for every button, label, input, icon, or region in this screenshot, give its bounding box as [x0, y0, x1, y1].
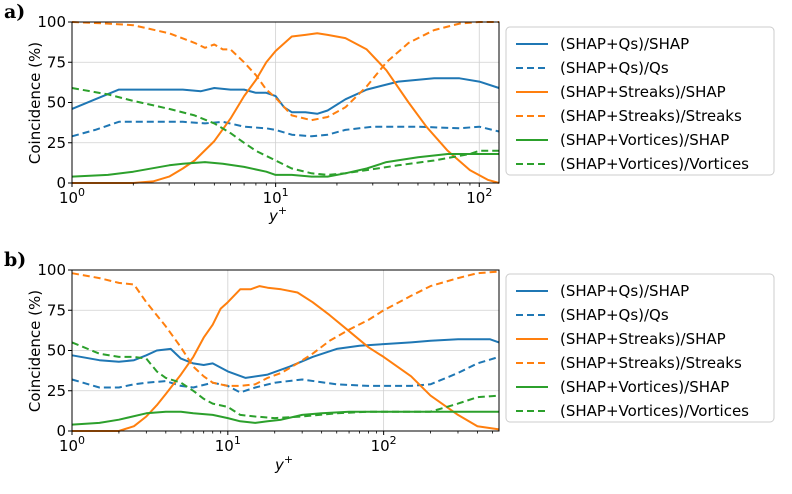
xtick-exp: 0: [78, 434, 85, 447]
panel-a-yticks: 0 25 50 75 100: [37, 13, 72, 192]
series-line-shap-streaks-shap: [72, 285, 500, 432]
legend-label: (SHAP+Streaks)/SHAP: [560, 330, 726, 348]
series-line-shap-streaks-streaks: [71, 270, 500, 387]
panel-b-yticks: 0 25 50 75 100: [37, 261, 72, 440]
panel-a-xticks: 100 101 102: [59, 183, 492, 207]
series-line-shap-vortices-vortices: [71, 87, 499, 176]
series-line-shap-vortices-shap: [71, 153, 499, 178]
legend-label: (SHAP+Vortices)/SHAP: [560, 378, 729, 396]
xtick-base: 10: [466, 189, 485, 207]
xtick-exp: 2: [390, 434, 397, 447]
xtick-base: 10: [215, 437, 234, 455]
panel-a-lines: [71, 21, 500, 184]
series-line-shap-vortices-vortices: [71, 341, 500, 420]
xtick-label: 102: [466, 186, 492, 207]
series-line-shap-vortices-shap: [71, 410, 499, 426]
panel-b-xlabel-sup: +: [284, 453, 293, 466]
xtick-label: 101: [263, 186, 289, 207]
ytick-label: 0: [56, 422, 66, 440]
legend-label: (SHAP+Streaks)/Streaks: [560, 354, 742, 372]
ytick-label: 75: [47, 53, 66, 71]
panel-a-xlabel-sup: +: [278, 204, 287, 217]
ytick-label: 100: [37, 261, 66, 279]
ytick-label: 75: [47, 301, 66, 319]
xtick-label: 100: [59, 186, 85, 207]
xtick-label: 100: [59, 434, 85, 455]
legend-label: (SHAP+Streaks)/Streaks: [560, 107, 742, 125]
panel-a-label: a): [4, 1, 25, 23]
legend-label: (SHAP+Qs)/SHAP: [560, 35, 689, 53]
panel-a-ylabel: Coincidence (%): [26, 42, 44, 164]
series-line-shap-streaks-streaks: [71, 21, 499, 122]
ytick-label: 100: [37, 13, 66, 31]
panel-a-grid: [71, 21, 499, 184]
panel-b-label: b): [4, 249, 26, 271]
legend-label: (SHAP+Vortices)/SHAP: [560, 131, 729, 149]
xtick-base: 10: [59, 437, 78, 455]
xtick-base: 10: [371, 437, 390, 455]
panel-b-xticks: 100 101 102: [59, 431, 493, 455]
panel-b-legend: (SHAP+Qs)/SHAP (SHAP+Qs)/Qs (SHAP+Streaks)…: [505, 273, 775, 423]
ytick-label: 25: [47, 382, 66, 400]
xtick-exp: 2: [485, 186, 492, 199]
panel-b-grid: [71, 269, 499, 432]
panel-a-xlabel-var: y: [268, 207, 279, 225]
legend-label: (SHAP+Qs)/SHAP: [560, 282, 689, 300]
xtick-exp: 1: [234, 434, 241, 447]
panel-b-lines: [71, 270, 500, 432]
legend-label: (SHAP+Streaks)/SHAP: [560, 83, 726, 101]
series-line-shap-qs-qs: [71, 355, 500, 394]
legend-label: (SHAP+Qs)/Qs: [560, 306, 669, 324]
xtick-exp: 0: [78, 186, 85, 199]
panel-a-legend: (SHAP+Qs)/SHAP (SHAP+Qs)/Qs (SHAP+Streaks)…: [505, 26, 775, 176]
legend-label: (SHAP+Qs)/Qs: [560, 59, 669, 77]
xtick-label: 102: [371, 434, 397, 455]
ytick-label: 50: [47, 94, 66, 112]
series-line-shap-qs-shap: [71, 338, 500, 379]
panel-a-xlabel: y+: [268, 204, 287, 225]
legend-label: (SHAP+Vortices)/Vortices: [560, 155, 749, 173]
legend-label: (SHAP+Vortices)/Vortices: [560, 402, 749, 420]
panel-b-xlabel-var: y: [274, 456, 285, 474]
ytick-label: 25: [47, 134, 66, 152]
panel-b-ylabel: Coincidence (%): [26, 290, 44, 412]
xtick-base: 10: [59, 189, 78, 207]
panel-b-xlabel: y+: [274, 453, 293, 474]
legend-box: [505, 26, 775, 176]
xtick-exp: 1: [282, 186, 289, 199]
xtick-label: 101: [215, 434, 241, 455]
ytick-label: 0: [56, 174, 66, 192]
xtick-base: 10: [263, 189, 282, 207]
series-line-shap-qs-qs: [71, 120, 500, 138]
legend-box: [505, 273, 775, 423]
ytick-label: 50: [47, 342, 66, 360]
series-line-shap-streaks-shap: [72, 32, 500, 184]
